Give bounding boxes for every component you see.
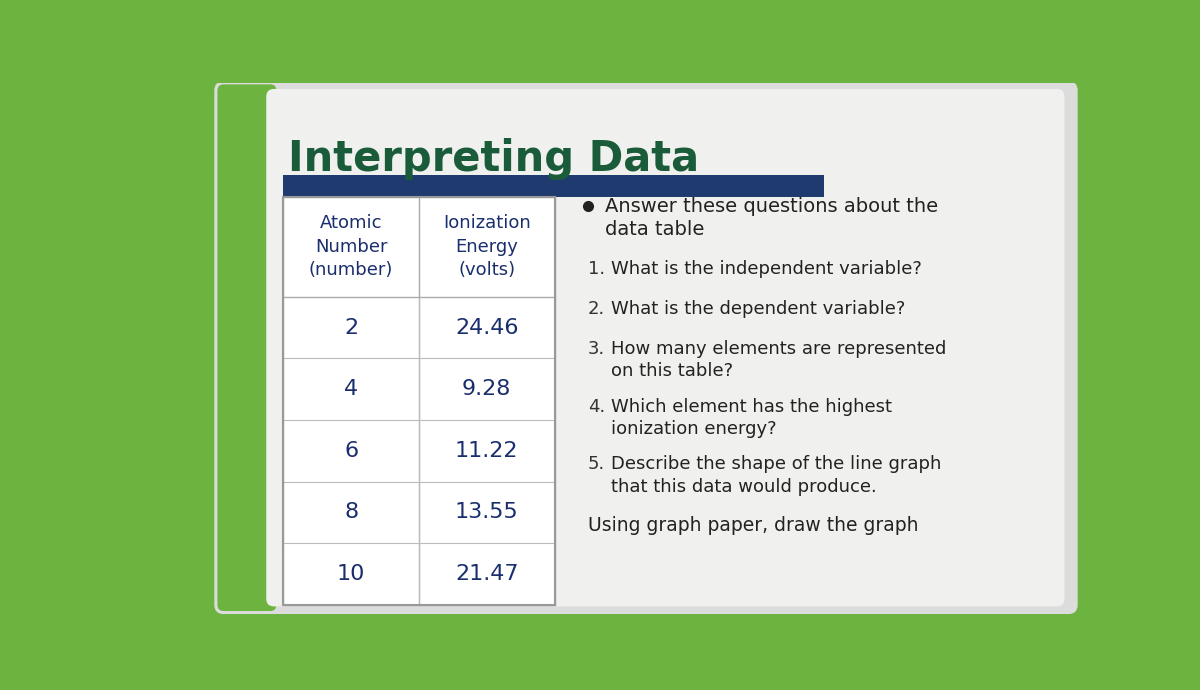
FancyBboxPatch shape: [217, 84, 276, 611]
Text: 4.: 4.: [588, 397, 605, 416]
Text: Atomic
Number
(number): Atomic Number (number): [308, 214, 394, 279]
Bar: [283, 197, 554, 605]
Bar: [283, 197, 554, 605]
Text: 1.: 1.: [588, 260, 605, 278]
Text: 6: 6: [344, 441, 358, 461]
FancyBboxPatch shape: [215, 81, 1078, 614]
Text: 11.22: 11.22: [455, 441, 518, 461]
Text: Using graph paper, draw the graph: Using graph paper, draw the graph: [588, 516, 918, 535]
FancyBboxPatch shape: [266, 89, 1064, 607]
Text: Answer these questions about the
data table: Answer these questions about the data ta…: [605, 197, 938, 239]
Text: Ionization
Energy
(volts): Ionization Energy (volts): [443, 214, 530, 279]
Text: What is the dependent variable?: What is the dependent variable?: [611, 300, 906, 318]
Text: 2.: 2.: [588, 300, 605, 318]
Text: Interpreting Data: Interpreting Data: [288, 138, 700, 180]
Text: 8: 8: [344, 502, 358, 522]
Text: 2: 2: [344, 317, 358, 337]
Text: What is the independent variable?: What is the independent variable?: [611, 260, 922, 278]
Text: 3.: 3.: [588, 340, 605, 358]
Text: 9.28: 9.28: [462, 380, 511, 400]
Text: 10: 10: [337, 564, 365, 584]
Bar: [283, 175, 824, 197]
Text: 21.47: 21.47: [455, 564, 518, 584]
Text: Which element has the highest
ionization energy?: Which element has the highest ionization…: [611, 397, 892, 438]
Text: 4: 4: [344, 380, 358, 400]
Text: How many elements are represented
on this table?: How many elements are represented on thi…: [611, 340, 947, 380]
Text: Describe the shape of the line graph
that this data would produce.: Describe the shape of the line graph tha…: [611, 455, 942, 495]
Text: 24.46: 24.46: [455, 317, 518, 337]
Text: 13.55: 13.55: [455, 502, 518, 522]
Text: 5.: 5.: [588, 455, 605, 473]
